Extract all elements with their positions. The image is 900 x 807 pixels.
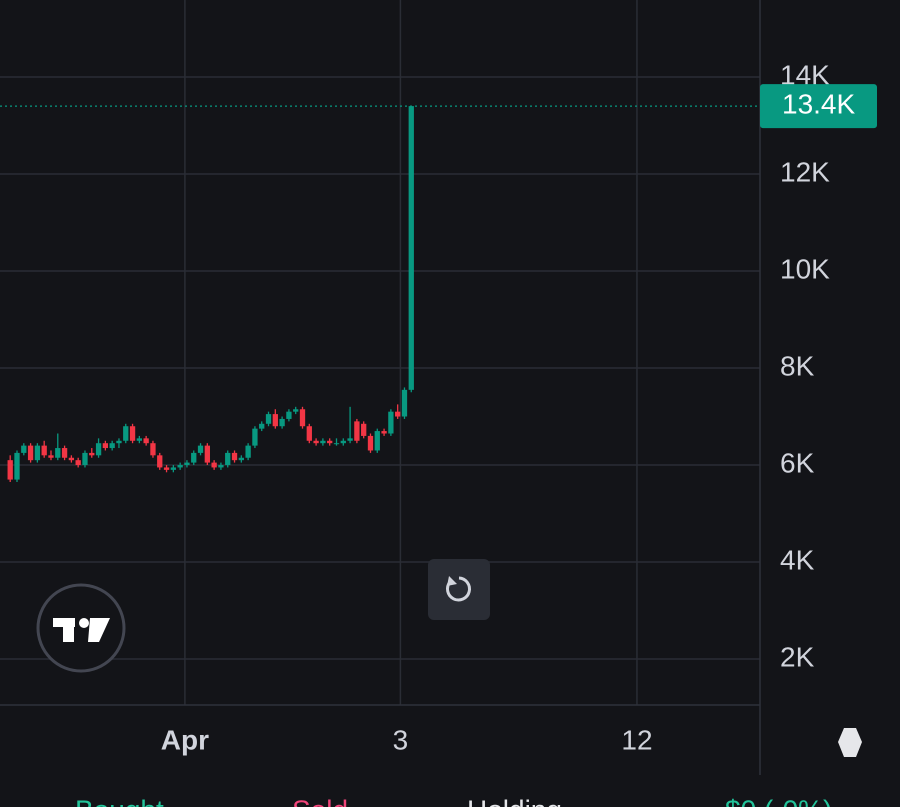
candle-body <box>238 457 244 461</box>
last-price-box <box>760 84 877 129</box>
candle-body <box>95 443 102 456</box>
y-tick-label: 10K <box>780 253 830 284</box>
x-tick-label: 3 <box>393 724 409 755</box>
candle-body <box>82 452 88 466</box>
candle-body <box>245 445 251 458</box>
candle-body <box>123 426 129 441</box>
candle-body <box>279 418 285 427</box>
candle-body <box>218 465 224 468</box>
candle-body <box>313 440 319 444</box>
candle-body <box>157 455 163 468</box>
candles <box>7 106 414 482</box>
candle-body <box>259 423 265 429</box>
candle-body <box>231 452 238 461</box>
candle-body <box>163 467 170 470</box>
candle-body <box>21 445 27 453</box>
candle-body <box>14 452 20 480</box>
candle-body <box>34 445 41 461</box>
candle-body <box>143 438 149 444</box>
y-tick-label: 8K <box>780 350 815 381</box>
pnl-label: $0 (-0%) <box>725 794 832 807</box>
y-tick-label: 12K <box>780 156 830 187</box>
logo <box>36 583 126 673</box>
candle-body <box>109 443 115 449</box>
candle-body <box>320 440 326 444</box>
candle-body <box>177 465 183 468</box>
candle-body <box>293 409 299 412</box>
y-tick-label: 6K <box>780 447 815 478</box>
x-tick-label: 12 <box>621 724 652 755</box>
bought-label: Bought <box>75 794 164 807</box>
candle-body <box>27 445 34 461</box>
candle-body <box>395 411 401 417</box>
candle-body <box>61 448 68 458</box>
reset-button[interactable] <box>428 559 490 620</box>
candle-body <box>102 443 109 449</box>
candle-body <box>388 411 394 434</box>
candle-body <box>333 443 340 445</box>
candle-body <box>136 438 143 441</box>
last-price-label: 13.4K <box>782 89 855 120</box>
candle-body <box>367 435 374 451</box>
candle-body <box>381 431 387 434</box>
candle-body <box>211 462 217 468</box>
candle-body <box>7 460 13 480</box>
settings-icon[interactable] <box>838 728 862 757</box>
candle-body <box>150 443 156 456</box>
holding-label: Holding <box>467 794 562 807</box>
candle-body <box>374 431 380 451</box>
candle-body <box>68 457 75 461</box>
candle-body <box>41 445 47 456</box>
candle-body <box>225 452 231 466</box>
footer: Bought Sold Holding $0 (-0%) <box>75 794 832 807</box>
candle-body <box>89 452 95 456</box>
candle-body <box>408 106 414 390</box>
candle-body <box>347 438 353 441</box>
grid <box>0 0 760 705</box>
candle-body <box>299 409 306 427</box>
candle-body <box>272 414 278 427</box>
candle-body <box>129 426 136 441</box>
candle-body <box>286 411 292 419</box>
y-tick-label: 2K <box>780 641 815 672</box>
candle-body <box>252 428 258 446</box>
candle-body <box>340 440 346 444</box>
candle-body <box>184 462 190 466</box>
candle-body <box>354 421 360 441</box>
candle-body <box>170 467 176 470</box>
candle-body <box>204 445 210 463</box>
sold-label: Sold <box>292 794 348 807</box>
candle-body <box>361 423 367 436</box>
y-tick-label: 4K <box>780 544 815 575</box>
candle-body <box>116 440 122 444</box>
candle-body <box>197 445 204 453</box>
candle-body <box>48 455 54 458</box>
candle-body <box>55 448 61 458</box>
candle-body <box>265 414 272 424</box>
candle-body <box>75 460 81 466</box>
candle-body <box>306 426 312 441</box>
x-tick-label: Apr <box>161 724 209 755</box>
candle-body <box>401 389 408 417</box>
candle-body <box>191 452 197 463</box>
candle-body <box>327 440 333 444</box>
